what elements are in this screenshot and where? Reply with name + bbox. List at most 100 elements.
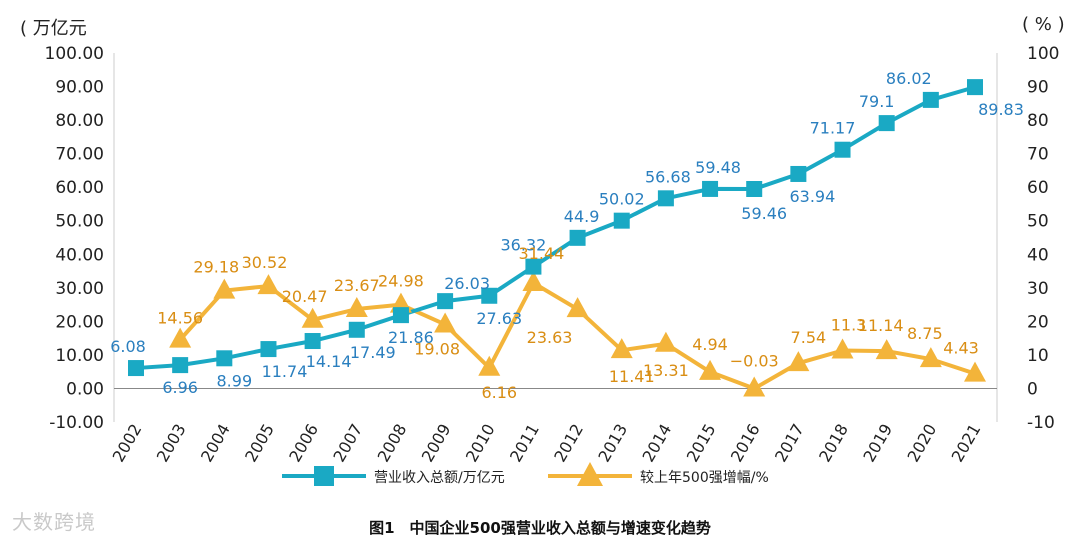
growth-point-marker bbox=[964, 361, 986, 382]
right-y-tick-label: 10 bbox=[1027, 346, 1049, 366]
left-y-tick-label: 20.00 bbox=[55, 312, 104, 332]
growth-data-label: 29.18 bbox=[193, 258, 239, 277]
left-axis-unit: ( 万亿元 bbox=[20, 18, 87, 39]
right-y-tick-label: 30 bbox=[1027, 279, 1049, 299]
x-tick-label: 2020 bbox=[903, 421, 940, 466]
left-y-tick-label: 60.00 bbox=[55, 178, 104, 198]
revenue-point-marker bbox=[967, 79, 983, 96]
revenue-data-label: 56.68 bbox=[645, 167, 691, 186]
left-y-tick-label: 40.00 bbox=[55, 245, 104, 265]
revenue-point-marker bbox=[128, 360, 144, 377]
right-y-tick-label: 50 bbox=[1027, 212, 1049, 232]
revenue-data-label: 26.03 bbox=[444, 274, 490, 293]
revenue-data-label: 11.74 bbox=[262, 362, 308, 381]
x-tick-label: 2018 bbox=[815, 421, 852, 466]
revenue-data-label: 14.14 bbox=[306, 352, 352, 371]
x-tick-label: 2013 bbox=[594, 421, 631, 466]
growth-data-label: 4.94 bbox=[692, 335, 728, 354]
legend-revenue-label: 营业收入总额/万亿元 bbox=[374, 470, 505, 486]
growth-point-marker bbox=[213, 278, 236, 299]
growth-data-label: 13.31 bbox=[643, 361, 689, 380]
left-y-tick-label: 80.00 bbox=[55, 111, 104, 131]
revenue-point-marker bbox=[613, 212, 630, 229]
growth-data-label: 4.43 bbox=[943, 339, 979, 358]
left-y-tick-label: 50.00 bbox=[55, 212, 104, 232]
left-y-tick-label: -10.00 bbox=[49, 413, 104, 433]
growth-data-label: 23.67 bbox=[334, 276, 380, 295]
x-tick-label: 2007 bbox=[329, 421, 366, 466]
right-y-tick-label: 20 bbox=[1027, 312, 1049, 332]
x-tick-label: 2009 bbox=[418, 421, 455, 466]
revenue-point-marker bbox=[525, 258, 542, 275]
x-tick-label: 2004 bbox=[197, 421, 234, 466]
revenue-point-marker bbox=[348, 321, 365, 338]
revenue-data-label: 86.02 bbox=[886, 69, 932, 88]
revenue-data-label: 79.1 bbox=[859, 92, 895, 111]
revenue-data-label: 8.99 bbox=[217, 371, 253, 390]
growth-point-marker bbox=[301, 307, 324, 328]
growth-point-marker bbox=[257, 274, 280, 295]
left-y-tick-label: 90.00 bbox=[55, 78, 104, 98]
revenue-point-marker bbox=[746, 180, 763, 197]
revenue-point-marker bbox=[172, 357, 189, 374]
x-tick-label: 2014 bbox=[639, 421, 676, 466]
growth-point-marker bbox=[434, 312, 457, 333]
growth-point-marker bbox=[787, 351, 810, 372]
x-tick-label: 2017 bbox=[771, 421, 808, 466]
x-tick-label: 2002 bbox=[109, 421, 146, 466]
growth-data-label: 7.54 bbox=[791, 328, 827, 347]
growth-data-label: 24.98 bbox=[378, 272, 424, 291]
growth-point-marker bbox=[566, 297, 589, 318]
growth-point-marker bbox=[345, 297, 368, 318]
watermark-text: 大数跨境 bbox=[12, 510, 96, 534]
growth-point-marker bbox=[831, 338, 854, 359]
revenue-point-marker bbox=[878, 115, 895, 132]
right-y-tick-label: 90 bbox=[1027, 78, 1049, 98]
growth-point-marker bbox=[610, 338, 633, 359]
x-tick-label: 2016 bbox=[727, 421, 764, 466]
revenue-data-label: 89.83 bbox=[978, 100, 1024, 119]
growth-data-label: 20.47 bbox=[282, 287, 328, 306]
x-tick-label: 2005 bbox=[241, 421, 278, 466]
revenue-data-label: 17.49 bbox=[350, 343, 396, 362]
right-y-tick-label: -10 bbox=[1027, 413, 1055, 433]
revenue-point-marker bbox=[569, 229, 586, 246]
right-y-tick-label: 0 bbox=[1027, 379, 1038, 399]
revenue-data-label: 50.02 bbox=[599, 190, 645, 209]
x-tick-label: 2003 bbox=[153, 421, 190, 466]
left-y-tick-label: 100.00 bbox=[45, 44, 104, 64]
growth-data-label: 6.16 bbox=[481, 383, 517, 402]
legend-growth-marker bbox=[577, 462, 603, 486]
growth-point-marker bbox=[522, 270, 545, 291]
revenue-data-label: 6.08 bbox=[110, 337, 146, 356]
growth-data-label: 30.52 bbox=[242, 253, 288, 272]
right-axis-unit: ( % ) bbox=[1022, 14, 1065, 35]
left-y-tick-label: 0.00 bbox=[66, 379, 104, 399]
left-y-tick-label: 10.00 bbox=[55, 346, 104, 366]
growth-point-marker bbox=[478, 355, 501, 376]
x-tick-label: 2012 bbox=[550, 421, 587, 466]
legend-revenue-marker bbox=[314, 466, 334, 486]
growth-point-marker bbox=[919, 347, 942, 368]
growth-data-label: 11.14 bbox=[858, 316, 904, 335]
revenue-point-marker bbox=[216, 350, 233, 367]
x-tick-label: 2019 bbox=[859, 421, 896, 466]
right-y-tick-label: 40 bbox=[1027, 245, 1049, 265]
growth-data-label: 8.75 bbox=[907, 324, 943, 343]
growth-data-label: 14.56 bbox=[157, 309, 203, 328]
growth-data-label: 11.41 bbox=[609, 367, 655, 386]
growth-data-label: 19.08 bbox=[414, 339, 460, 358]
x-tick-label: 2010 bbox=[462, 421, 499, 466]
growth-point-marker bbox=[875, 339, 898, 360]
revenue-data-label: 59.48 bbox=[695, 158, 741, 177]
x-tick-label: 2008 bbox=[374, 421, 411, 466]
revenue-data-label: 59.46 bbox=[741, 204, 787, 223]
revenue-point-marker bbox=[657, 190, 674, 207]
x-tick-label: 2011 bbox=[506, 421, 543, 466]
growth-point-marker bbox=[743, 376, 766, 397]
growth-point-marker bbox=[654, 331, 677, 352]
growth-point-marker bbox=[169, 327, 192, 348]
growth-data-label: 11.3 bbox=[831, 316, 867, 335]
revenue-point-marker bbox=[437, 293, 454, 310]
